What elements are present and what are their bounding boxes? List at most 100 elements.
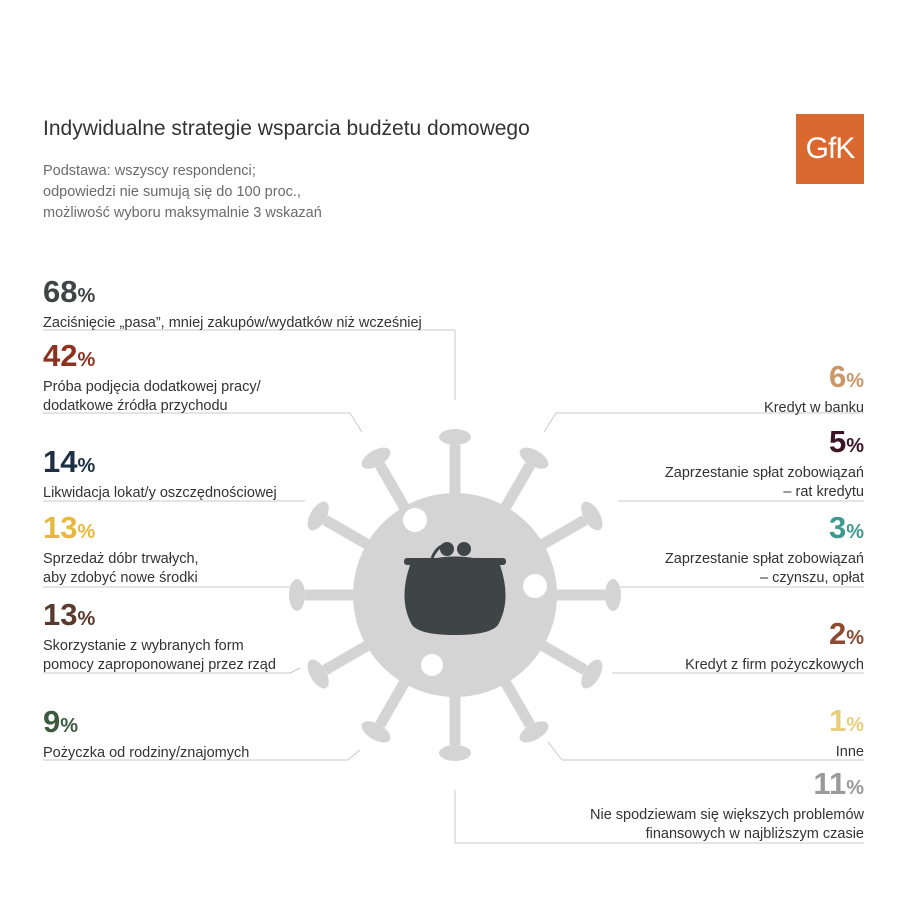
virus-hole [403,508,427,532]
stat-label-line: Sprzedaż dóbr trwałych, [43,551,199,567]
stat-label-line: dodatkowe źródła przychodu [43,398,228,414]
stat-label: Zaprzestanie spłat zobowiązań – czynszu, … [665,550,864,588]
stat-label-line: Pożyczka od rodziny/znajomych [43,745,250,761]
percent-sign: % [846,521,864,543]
stat-label: Pożyczka od rodziny/znajomych [43,744,249,763]
stat-label-line: pomocy zaproponowanej przez rząd [43,657,276,673]
percent-sign: % [846,435,864,457]
stat-item: 11% Nie spodziewam się większych problemó… [590,768,864,844]
stat-value: 3 [828,510,847,545]
virus-spike [497,674,535,728]
page-title: Indywidualne strategie wsparcia budżetu … [43,117,530,140]
stat-label: Zaprzestanie spłat zobowiązań – rat kredy… [665,464,864,502]
virus-spike [375,462,413,516]
divider-line [347,749,361,761]
subtitle: Podstawa: wszyscy respondenci; odpowiedz… [43,161,322,224]
stat-label-line: Nie spodziewam się większych problemów [590,807,864,823]
stat-item: 13% Skorzystanie z wybranych form pomocy z… [43,599,276,675]
subtitle-line: Podstawa: wszyscy respondenci; [43,163,256,179]
stat-label-line: Likwidacja lokat/y oszczędnościowej [43,485,277,501]
stat-item: 3% Zaprzestanie spłat zobowiązań – czynszu… [665,512,864,588]
percent-sign: % [77,521,96,543]
stat-percent: 5% [665,426,864,462]
stat-item: 5% Zaprzestanie spłat zobowiązań – rat kre… [665,426,864,502]
wallet-clasp [404,558,506,565]
virus-spike-tip [605,579,621,611]
stat-value: 5 [828,424,847,459]
virus-spike [375,674,413,728]
stat-percent: 42% [43,340,261,376]
stat-label: Sprzedaż dóbr trwałych, aby zdobyć nowe ś… [43,550,199,588]
percent-sign: % [60,715,79,737]
percent-sign: % [77,349,96,371]
stat-item: 6% Kredyt w banku [764,361,864,418]
stat-percent: 6% [764,361,864,397]
stat-label: Inne [829,743,864,762]
stat-percent: 13% [43,599,276,635]
virus-spike-tip [439,745,471,761]
virus-spike-tip [439,429,471,445]
stat-item: 42% Próba podjęcia dodatkowej pracy/dodat… [43,340,261,416]
stat-item: 14% Likwidacja lokat/y oszczędnościowej [43,446,277,503]
stat-value: 42 [43,338,78,373]
virus-hole [421,654,443,676]
subtitle-line: możliwość wyboru maksymalnie 3 wskazań [43,205,322,221]
stat-value: 6 [828,359,847,394]
stat-percent: 1% [829,705,864,741]
divider-line [543,412,557,433]
virus-holes [403,508,547,676]
stat-percent: 13% [43,512,199,548]
divider-line [349,412,363,433]
stat-value: 2 [828,616,847,651]
virus-spike-tip [307,659,329,689]
subtitle-line: odpowiedzi nie sumują się do 100 proc., [43,184,301,200]
stat-label-line: – rat kredytu [783,484,864,500]
stat-value: 14 [43,444,78,479]
percent-sign: % [846,714,864,736]
stat-label-line: aby zdobyć nowe środki [43,570,198,586]
virus-spike [322,637,376,675]
stat-label-line: Zaprzestanie spłat zobowiązań [664,465,864,481]
virus-spike-tip [581,501,603,531]
stat-value: 1 [828,703,847,738]
stat-value: 68 [43,274,78,309]
wallet-clasp-arc [430,544,453,559]
stat-label-line: Zaprzestanie spłat zobowiązań [664,551,864,567]
stat-label-line: Kredyt z firm pożyczkowych [685,657,864,673]
stat-percent: 68% [43,276,422,312]
stat-percent: 9% [43,706,249,742]
stat-label-line: – czynszu, opłat [760,570,864,586]
virus-hole [523,574,547,598]
wallet-body [404,556,506,635]
divider-line [547,741,563,761]
stat-label-line: Skorzystanie z wybranych form [43,638,244,654]
percent-sign: % [846,777,864,799]
virus-spike-tip [361,721,391,743]
divider-lines [43,329,864,844]
stat-percent: 14% [43,446,277,482]
virus-spike-tip [289,579,305,611]
percent-sign: % [846,370,864,392]
stat-percent: 11% [590,768,864,804]
stat-label: Kredyt w banku [764,399,864,418]
percent-sign: % [77,608,96,630]
gfk-logo: GfK [796,114,864,184]
virus-spike [534,515,588,553]
stat-item: 2% Kredyt z firm pożyczkowych [685,618,864,675]
stat-label: Skorzystanie z wybranych form pomocy zapr… [43,637,276,675]
stat-label-line: Kredyt w banku [764,400,864,416]
stat-percent: 3% [665,512,864,548]
percent-sign: % [77,285,96,307]
stat-label: Nie spodziewam się większych problemów fi… [590,806,864,844]
wallet-knob-left [440,542,454,556]
stat-value: 11 [813,766,847,801]
stat-item: 1% Inne [829,705,864,762]
stat-label-line: Próba podjęcia dodatkowej pracy/ [43,379,261,395]
stat-item: 68% Zaciśnięcie „pasa”, mniej zakupów/wyd… [43,276,422,333]
stat-label: Kredyt z firm pożyczkowych [685,656,864,675]
percent-sign: % [846,627,864,649]
virus-spike-tip [519,447,549,469]
virus-spike-tip [361,447,391,469]
wallet-knob-right [457,542,471,556]
